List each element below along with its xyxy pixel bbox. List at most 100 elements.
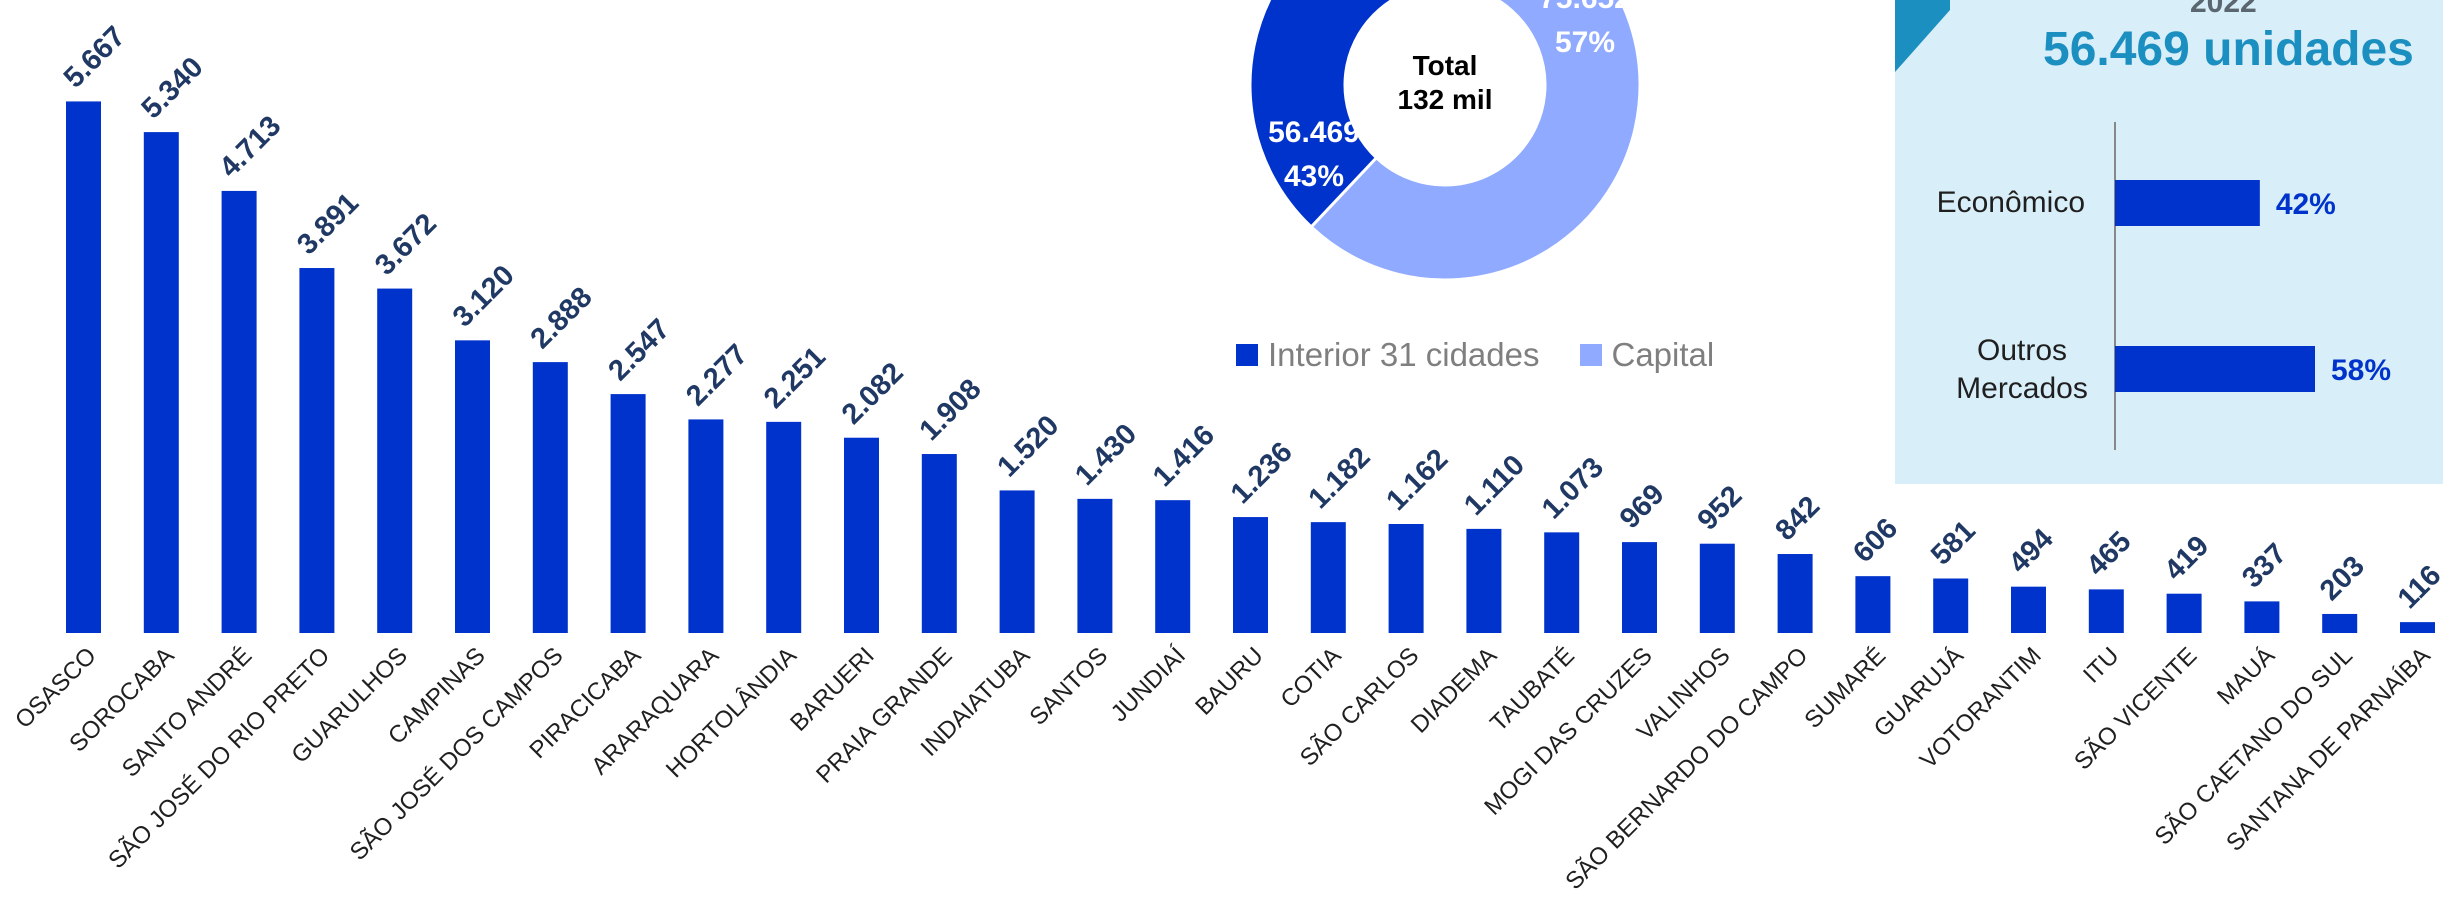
bar-value-label-4: 3.891 — [291, 187, 365, 261]
donut-pct-label-interior: 43% — [1284, 160, 1344, 193]
bar-1 — [66, 101, 101, 633]
bar-value-label-23: 842 — [1769, 490, 1826, 547]
bar-value-label-24: 606 — [1847, 512, 1904, 569]
category-label-14: SANTOS — [1025, 642, 1114, 731]
donut-center-label-total: Total — [1413, 50, 1478, 81]
segment-category-label-1: Econômico — [1937, 186, 2085, 219]
bar-value-label-12: 1.908 — [914, 373, 988, 447]
bar-value-label-9: 2.277 — [680, 338, 754, 412]
donut-pct-label-capital: 57% — [1555, 26, 1615, 59]
donut-legend: Interior 31 cidades Capital — [1236, 336, 1754, 374]
category-label-16: BAURU — [1190, 642, 1268, 720]
category-label-15: JUNDIAÍ — [1106, 642, 1191, 727]
interior-summary-panel: 2022 56.469 unidades 42% Econômico 58% Outr… — [1895, 0, 2443, 484]
legend-item-interior: Interior 31 cidades — [1236, 336, 1540, 374]
category-label-3: SANTO ANDRÉ — [117, 642, 257, 782]
bar-value-label-22: 952 — [1692, 480, 1749, 537]
legend-label-capital: Capital — [1611, 336, 1715, 373]
segment-bar-2 — [2115, 346, 2315, 392]
category-label-17: COTIA — [1276, 642, 1347, 713]
category-label-27: ITU — [2078, 642, 2124, 688]
bar-26 — [2011, 586, 2046, 633]
bar-value-label-11: 2.082 — [836, 357, 910, 431]
segment-value-label-1: 42% — [2276, 188, 2336, 221]
bar-13 — [999, 490, 1035, 633]
bar-value-label-18: 1.162 — [1380, 443, 1454, 517]
bar-22 — [1699, 543, 1735, 633]
bar-value-label-10: 2.251 — [758, 341, 832, 415]
bar-11 — [844, 437, 879, 633]
bar-value-label-27: 465 — [2081, 525, 2138, 582]
bar-6 — [455, 340, 490, 633]
bar-27 — [2088, 589, 2124, 633]
bar-4 — [299, 268, 335, 633]
bar-value-label-19: 1.110 — [1458, 449, 1531, 522]
bar-16 — [1233, 517, 1268, 633]
bar-15 — [1155, 500, 1191, 633]
bar-3 — [221, 190, 257, 633]
panel-total-units: 56.469 unidades — [2043, 23, 2414, 76]
category-label-19: DIADEMA — [1406, 642, 1502, 738]
segment-bar-1 — [2115, 180, 2260, 226]
bar-value-label-5: 3.672 — [369, 208, 443, 282]
segment-value-label-2: 58% — [2331, 354, 2391, 387]
bar-9 — [688, 419, 724, 633]
bar-value-label-15: 1.416 — [1147, 419, 1221, 493]
bar-30 — [2322, 613, 2358, 633]
bar-18 — [1388, 524, 1424, 633]
category-label-29: MAUÁ — [2212, 642, 2280, 710]
legend-item-capital: Capital — [1579, 336, 1715, 374]
bar-value-label-14: 1.430 — [1069, 418, 1143, 492]
bar-value-label-25: 581 — [1925, 515, 1982, 572]
bar-value-label-30: 203 — [2314, 550, 2371, 607]
bar-23 — [1777, 554, 1813, 633]
bar-12 — [921, 454, 957, 633]
bar-29 — [2244, 601, 2280, 633]
donut-value-label-interior: 56.469 — [1268, 116, 1360, 149]
bar-value-label-1: 5.667 — [58, 20, 132, 94]
bar-2 — [143, 132, 179, 633]
bar-31 — [2400, 622, 2435, 633]
bar-17 — [1310, 522, 1346, 633]
legend-swatch-capital — [1579, 344, 1602, 366]
bar-value-label-13: 1.520 — [991, 409, 1065, 483]
bar-value-label-3: 4.713 — [213, 110, 287, 184]
legend-label-interior: Interior 31 cidades — [1268, 336, 1540, 373]
bar-value-label-2: 5.340 — [136, 51, 210, 125]
bar-19 — [1466, 528, 1502, 633]
bar-value-label-28: 419 — [2158, 530, 2215, 587]
bar-value-label-7: 2.888 — [525, 281, 599, 355]
bar-value-label-17: 1.182 — [1303, 441, 1377, 515]
bar-7 — [532, 362, 568, 633]
bar-10 — [766, 421, 802, 633]
bar-28 — [2166, 593, 2202, 633]
bar-value-label-20: 1.073 — [1536, 451, 1610, 525]
bar-value-label-16: 1.236 — [1225, 436, 1299, 510]
segment-category-label-2: Outros Mercados — [1956, 334, 2088, 405]
donut-value-label-capital: 75.652 — [1539, 0, 1631, 15]
bar-value-label-8: 2.547 — [602, 313, 676, 387]
bar-14 — [1077, 498, 1113, 633]
donut-slice-capital — [1309, 0, 1642, 282]
category-label-10: HORTOLÂNDIA — [661, 642, 802, 783]
bar-24 — [1855, 576, 1891, 633]
segment-share-chart: 42% Econômico 58% Outros Mercados — [1937, 122, 2391, 450]
arrow-marker-icon — [1895, 0, 1950, 72]
bar-value-label-21: 969 — [1614, 478, 1671, 535]
bar-20 — [1544, 532, 1580, 633]
bar-21 — [1622, 542, 1657, 633]
legend-swatch-interior — [1236, 344, 1258, 366]
panel-year: 2022 — [2190, 0, 2257, 19]
donut-slice-interior — [1248, 0, 1396, 229]
bar-25 — [1933, 578, 1969, 633]
donut-center-label-value: 132 mil — [1398, 84, 1493, 115]
bar-value-label-26: 494 — [2003, 523, 2060, 580]
bar-value-label-29: 337 — [2236, 537, 2293, 594]
bar-value-label-31: 116 — [2392, 559, 2443, 615]
bar-value-label-6: 3.120 — [447, 259, 521, 333]
bar-5 — [377, 288, 413, 633]
donut-hole — [1347, 0, 1543, 183]
